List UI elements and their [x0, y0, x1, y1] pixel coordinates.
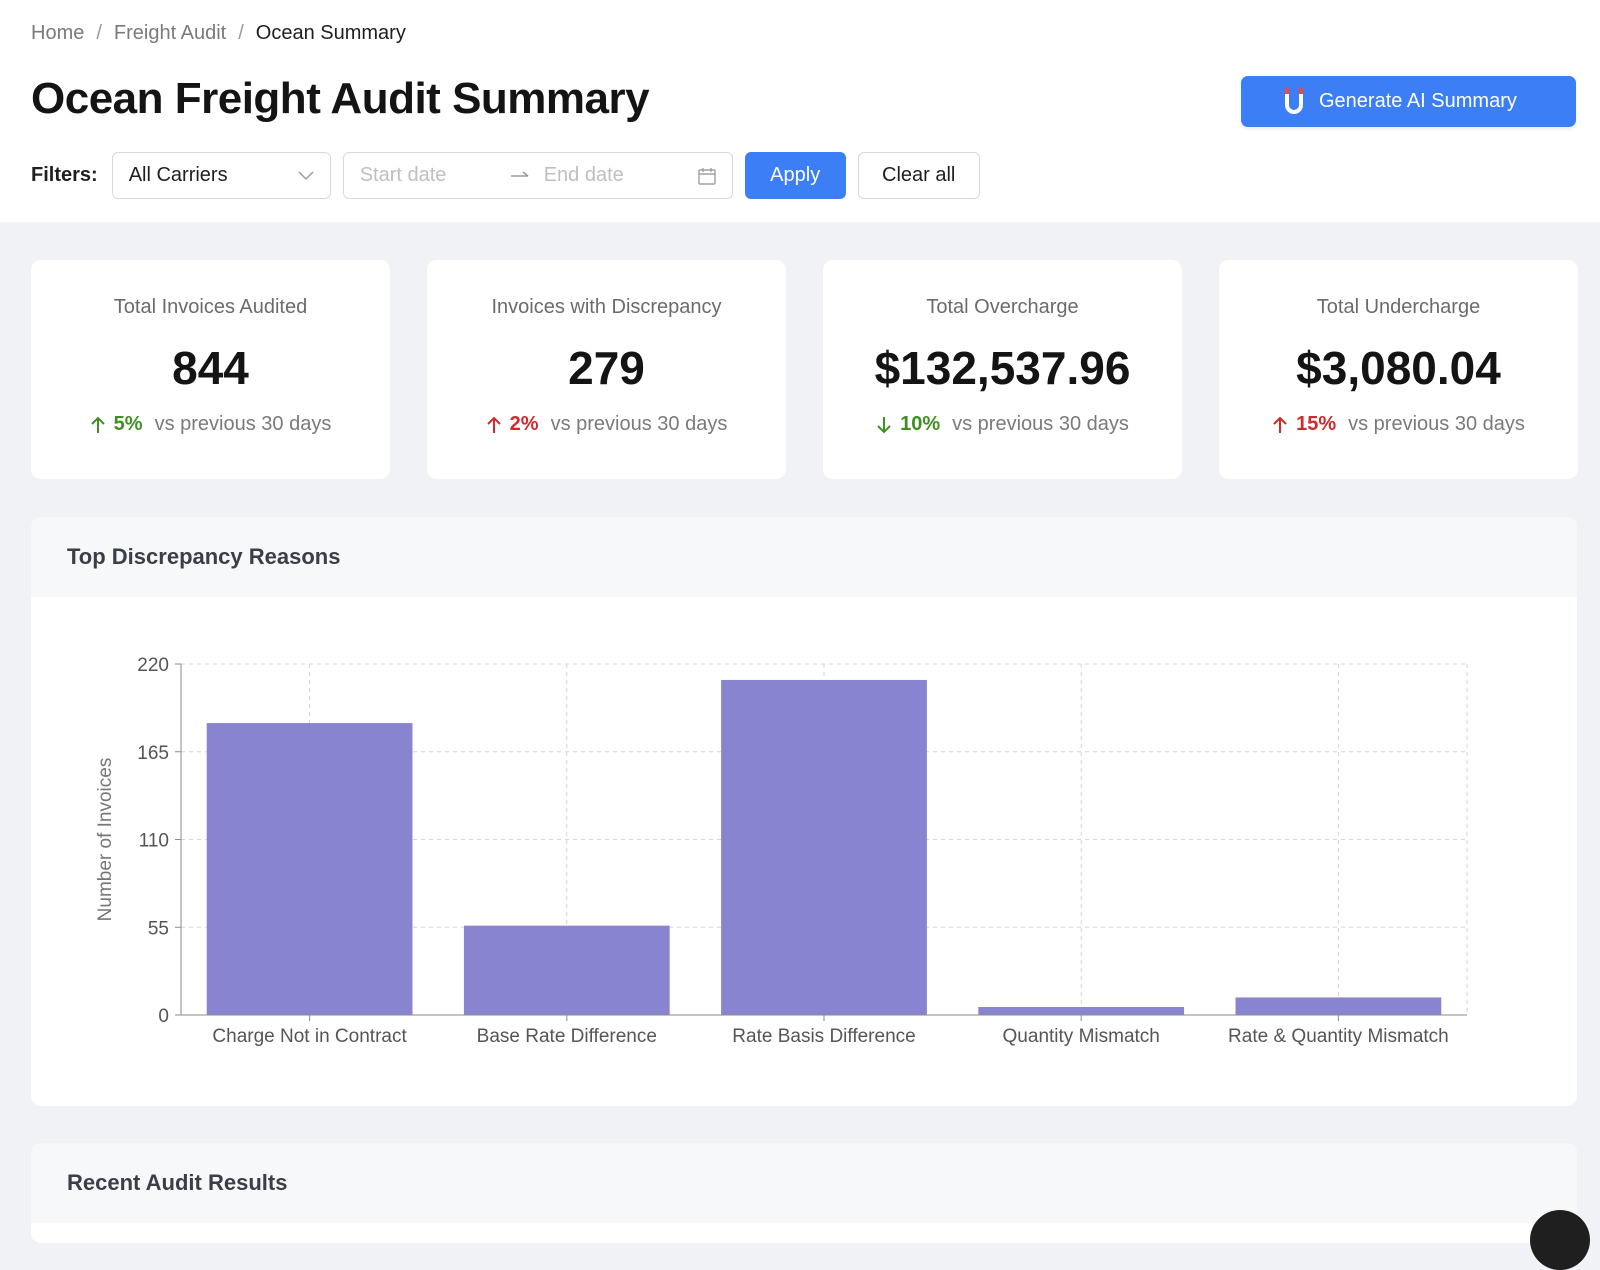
- stat-delta-percent: 15%: [1296, 413, 1337, 435]
- start-date-input[interactable]: Start date: [359, 164, 447, 186]
- date-range-picker[interactable]: Start date End date: [342, 152, 733, 199]
- x-tick-label: Charge Not in Contract: [212, 1026, 407, 1047]
- help-button[interactable]: [1530, 1210, 1590, 1270]
- discrepancy-chart-panel: Top Discrepancy Reasons 0 55 110 165 220 Char…: [31, 517, 1577, 1106]
- stat-card-total-invoices: Total Invoices Audited 844 5% vs previou…: [31, 260, 390, 479]
- stat-card-total-overcharge: Total Overcharge $132,537.96 10% vs prev…: [823, 260, 1182, 479]
- stat-value: 844: [172, 342, 249, 394]
- recent-audit-results-panel: Recent Audit Results: [31, 1143, 1577, 1243]
- carrier-select-value: All Carriers: [128, 164, 228, 186]
- bar: [1235, 997, 1442, 1015]
- stat-delta: 15% vs previous 30 days: [1219, 413, 1578, 436]
- panel-title: Top Discrepancy Reasons: [31, 517, 1577, 597]
- generate-ai-summary-button[interactable]: Generate AI Summary: [1241, 76, 1576, 127]
- stat-value: $3,080.04: [1296, 342, 1501, 394]
- arrow-up-icon: [90, 416, 105, 433]
- breadcrumb-separator: /: [96, 22, 102, 44]
- bar: [206, 723, 413, 1015]
- stat-card-invoices-discrepancy: Invoices with Discrepancy 279 2% vs prev…: [427, 260, 786, 479]
- stat-delta-percent: 10%: [900, 413, 941, 435]
- breadcrumb-freight-audit[interactable]: Freight Audit: [113, 22, 227, 44]
- magnet-icon: [1285, 87, 1303, 114]
- stat-value: 279: [568, 342, 645, 394]
- y-tick-label: 0: [158, 1006, 169, 1027]
- carrier-select[interactable]: All Carriers: [111, 152, 331, 199]
- y-axis-label: Number of Invoices: [95, 758, 116, 922]
- stat-card-total-undercharge: Total Undercharge $3,080.04 15% vs previ…: [1219, 260, 1578, 479]
- stat-delta-note: vs previous 30 days: [154, 413, 332, 435]
- arrow-down-icon: [877, 416, 891, 433]
- stat-title: Total Invoices Audited: [113, 296, 308, 318]
- bar: [721, 679, 927, 1015]
- stat-title: Total Undercharge: [1316, 296, 1481, 318]
- breadcrumb-separator: /: [238, 22, 244, 44]
- arrow-right-icon: [510, 164, 544, 187]
- stat-delta: 10% vs previous 30 days: [823, 413, 1182, 436]
- stat-title: Total Overcharge: [926, 296, 1079, 318]
- stat-delta: 2% vs previous 30 days: [427, 413, 786, 436]
- stat-delta-note: vs previous 30 days: [550, 413, 728, 435]
- chevron-down-icon: [298, 170, 314, 180]
- y-tick-label: 165: [137, 743, 169, 764]
- apply-button[interactable]: Apply: [744, 152, 846, 199]
- page-title: Ocean Freight Audit Summary: [31, 74, 650, 123]
- stat-title: Invoices with Discrepancy: [491, 296, 722, 318]
- panel-title: Recent Audit Results: [31, 1143, 1577, 1223]
- stat-delta: 5% vs previous 30 days: [31, 413, 390, 436]
- y-tick-label: 110: [139, 831, 169, 852]
- header-section: Home / Freight Audit / Ocean Summary Oce…: [0, 0, 1600, 222]
- y-tick-label: 220: [137, 655, 169, 676]
- stats-row: Total Invoices Audited 844 5% vs previou…: [31, 260, 1578, 479]
- breadcrumb-home[interactable]: Home: [31, 22, 85, 44]
- breadcrumb-current: Ocean Summary: [255, 22, 406, 44]
- stat-delta-note: vs previous 30 days: [1348, 413, 1525, 435]
- clear-all-button[interactable]: Clear all: [857, 152, 980, 199]
- bar: [978, 1007, 1185, 1015]
- x-tick-label: Quantity Mismatch: [1003, 1026, 1160, 1047]
- stat-delta-percent: 2%: [509, 413, 539, 435]
- arrow-up-icon: [1273, 416, 1287, 433]
- stat-delta-note: vs previous 30 days: [952, 413, 1129, 435]
- end-date-input[interactable]: End date: [543, 164, 624, 186]
- breadcrumb: Home / Freight Audit / Ocean Summary: [31, 22, 406, 45]
- calendar-icon[interactable]: [697, 167, 716, 185]
- discrepancy-bar-chart: 0 55 110 165 220 Charge Not in Contract Base R…: [95, 655, 1468, 1047]
- filters-bar: Filters: All Carriers Start date End dat…: [31, 152, 980, 199]
- x-tick-label: Rate & Quantity Mismatch: [1228, 1026, 1449, 1047]
- bar: [463, 925, 670, 1015]
- filters-label: Filters:: [31, 164, 98, 186]
- stat-value: $132,537.96: [874, 342, 1131, 394]
- x-tick-label: Base Rate Difference: [477, 1026, 657, 1047]
- y-tick-label: 55: [148, 918, 169, 939]
- stat-delta-percent: 5%: [113, 413, 143, 435]
- arrow-up-icon: [486, 416, 501, 433]
- x-tick-label: Rate Basis Difference: [732, 1026, 915, 1047]
- generate-ai-summary-label: Generate AI Summary: [1319, 90, 1517, 112]
